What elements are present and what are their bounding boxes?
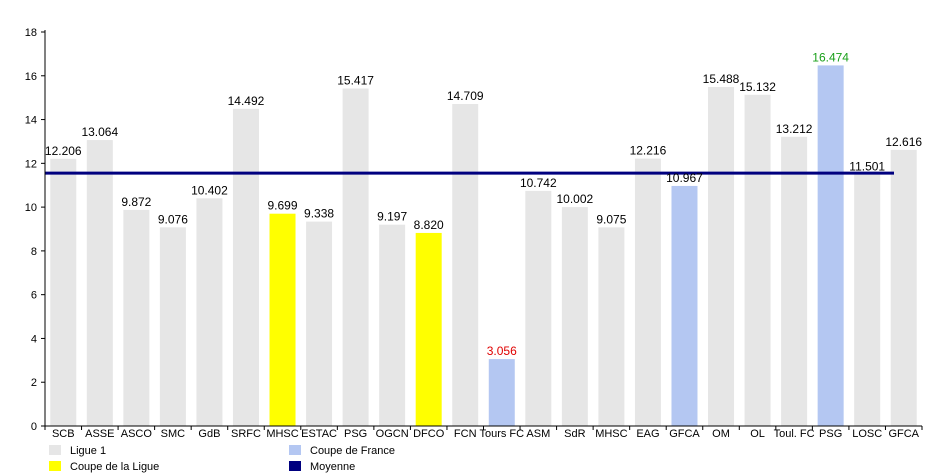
bar-22 [817, 65, 844, 427]
data-label-14: 10.742 [520, 176, 557, 190]
legend-swatch-france [289, 445, 301, 455]
data-label-16: 9.075 [596, 212, 626, 226]
bar-14 [525, 190, 552, 426]
data-label-7: 9.699 [268, 199, 298, 213]
bar-12 [452, 104, 479, 427]
data-label-23: 11.501 [849, 159, 885, 173]
x-tick-label: DFCO [413, 428, 445, 440]
data-label-13: 3.056 [487, 344, 517, 358]
data-label-20: 15.132 [739, 80, 776, 94]
data-label-5: 10.402 [191, 183, 228, 197]
bar-18 [671, 185, 698, 426]
bar-24 [890, 149, 917, 426]
data-label-11: 8.820 [414, 218, 444, 232]
x-tick-label: SdR [564, 428, 585, 440]
data-label-24: 12.616 [885, 135, 922, 149]
x-tick-label: OGCN [376, 428, 409, 440]
bar-3 [123, 209, 150, 426]
bar-8 [306, 221, 333, 426]
legend-swatch-ligue1 [49, 445, 61, 455]
y-tick-label: 0 [31, 421, 37, 433]
y-tick-label: 10 [25, 202, 37, 214]
data-label-10: 9.197 [377, 210, 407, 224]
x-tick-label: SRFC [231, 428, 261, 440]
bar-9 [342, 88, 369, 426]
data-label-18: 10.967 [666, 171, 703, 185]
legend-label-ligue: Coupe de la Ligue [70, 461, 159, 473]
y-tick-label: 2 [31, 377, 37, 389]
bar-23 [854, 174, 881, 426]
data-label-3: 9.872 [121, 195, 151, 209]
data-label-12: 14.709 [447, 89, 484, 103]
bar-7 [269, 213, 296, 426]
x-axis-labels: SCB ASSE ASCO SMC GdB SRFC MHSC ESTAC PSG OGCN DFC… [52, 428, 920, 440]
x-tick-label: GdB [198, 428, 220, 440]
legend-label-average: Moyenne [310, 461, 355, 473]
bar-5 [196, 198, 223, 426]
bar-15 [561, 207, 588, 426]
bar-6 [232, 108, 259, 426]
y-tick-label: 16 [25, 71, 37, 83]
x-tick-label: OM [712, 428, 730, 440]
legend: Ligue 1 Coupe de France Coupe de la Ligue M… [49, 445, 395, 473]
x-tick-label: SCB [52, 428, 75, 440]
x-tick-label: ASCO [121, 428, 153, 440]
y-tick-label: 14 [25, 115, 37, 127]
data-label-15: 10.002 [557, 192, 594, 206]
bar-21 [781, 136, 808, 426]
x-tick-label: GFCA [669, 428, 700, 440]
data-label-1: 12.206 [45, 144, 82, 158]
x-tick-label: Tours FC [479, 428, 524, 440]
x-tick-label: LOSC [852, 428, 882, 440]
x-tick-label: ASSE [85, 428, 114, 440]
x-tick-label: PSG [344, 428, 367, 440]
bar-17 [634, 158, 661, 426]
data-label-2: 13.064 [81, 125, 118, 139]
legend-swatch-ligue [49, 461, 61, 471]
data-label-9: 15.417 [337, 74, 374, 88]
axes [44, 30, 923, 430]
x-tick-label: OL [750, 428, 765, 440]
bar-10 [379, 224, 406, 426]
bar-4 [159, 227, 186, 426]
y-tick-label: 18 [25, 27, 37, 39]
x-tick-label: ESTAC [301, 428, 337, 440]
y-tick-label: 6 [31, 290, 37, 302]
x-tick-label: MHSC [266, 428, 298, 440]
data-label-4: 9.076 [158, 212, 188, 226]
x-tick-label: PSG [819, 428, 842, 440]
bar-19 [708, 86, 735, 426]
data-label-22: 16.474 [812, 50, 849, 64]
y-axis-ticks: 0 2 4 6 8 10 12 14 16 18 [25, 27, 45, 433]
legend-swatch-average [289, 461, 301, 471]
legend-label-ligue1: Ligue 1 [70, 445, 106, 457]
data-label-21: 13.212 [776, 122, 813, 136]
data-labels: 12.206 13.064 9.872 9.076 10.402 14.492 9.699 9… [45, 50, 922, 358]
data-label-19: 15.488 [703, 72, 740, 86]
bar-11 [415, 232, 442, 426]
bar-13 [488, 359, 515, 426]
x-tick-label: SMC [161, 428, 186, 440]
data-label-6: 14.492 [228, 94, 265, 108]
data-label-17: 12.216 [630, 144, 667, 158]
x-tick-label: GFCA [888, 428, 919, 440]
bar-16 [598, 227, 625, 426]
x-tick-label: MHSC [595, 428, 627, 440]
x-tick-label: Toul. FC [774, 428, 815, 440]
legend-label-france: Coupe de France [310, 445, 395, 457]
data-label-8: 9.338 [304, 207, 334, 221]
x-tick-label: FCN [454, 428, 477, 440]
bar-20 [744, 94, 771, 426]
bar-1 [50, 158, 77, 426]
y-tick-label: 4 [31, 333, 37, 345]
x-tick-label: ASM [526, 428, 550, 440]
y-tick-label: 8 [31, 246, 37, 258]
x-tick-label: EAG [636, 428, 659, 440]
bars [50, 65, 917, 427]
bar-2 [86, 140, 113, 426]
y-tick-label: 12 [25, 158, 37, 170]
